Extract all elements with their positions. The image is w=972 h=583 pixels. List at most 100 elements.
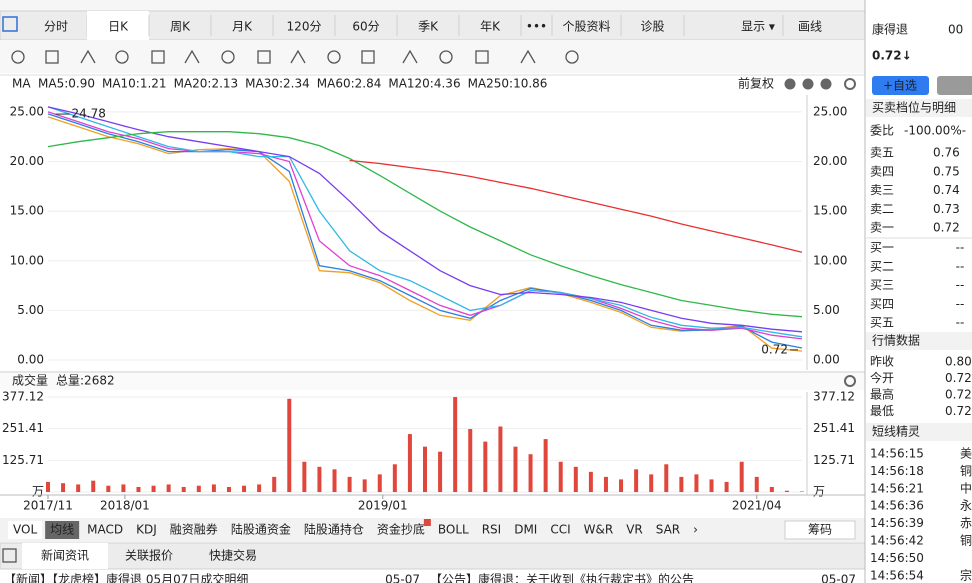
tool-icon[interactable] (80, 49, 96, 64)
book-price: 0.73 (933, 202, 960, 216)
indicator-tab[interactable]: BOLL (438, 523, 469, 537)
chips-button[interactable] (784, 520, 856, 540)
tab[interactable]: 日K (108, 20, 129, 34)
volume-bar (211, 484, 216, 492)
chips-button-label[interactable]: 筹码 (808, 523, 832, 537)
volume-bar (483, 441, 488, 492)
section-title: 短线精灵 (872, 425, 920, 439)
indicator-tab[interactable]: RSI (482, 523, 502, 537)
tool-icon[interactable] (327, 50, 341, 64)
market-value: 0.72 (945, 371, 972, 385)
book-label: 买二 (870, 259, 894, 273)
settings-icon[interactable] (844, 375, 856, 387)
indicator-tab[interactable]: VR (626, 523, 643, 537)
news-headline[interactable]: 【新闻】【龙虎榜】康得退 05月07日成交明细 (4, 572, 248, 583)
tab[interactable]: 诊股 (640, 20, 664, 34)
book-label: 买四 (870, 297, 894, 311)
tab[interactable]: 120分 (287, 20, 322, 34)
x-tick-label: 2019/01 (358, 499, 408, 513)
indicator-tab[interactable]: MACD (87, 523, 123, 537)
volume-bar (377, 474, 382, 492)
legend-entry: MA5:0.90 (38, 77, 95, 91)
top-strip (0, 0, 865, 11)
indicator-tab[interactable]: DMI (514, 523, 537, 537)
zoom-button[interactable] (820, 78, 832, 90)
bottom-tab[interactable]: 关联报价 (125, 548, 173, 563)
sprite-event: 宗 (960, 567, 972, 582)
sprite-time: 14:56:54 (870, 568, 924, 582)
indicator-tab[interactable]: 资金抄底 (377, 522, 425, 537)
tool-icon[interactable] (520, 49, 536, 64)
volume-bar (136, 486, 141, 492)
y-tick-label: 5.00 (17, 303, 44, 317)
tab[interactable]: 季K (418, 20, 439, 34)
y-tick-label: 125.71 (2, 453, 44, 467)
book-price: 0.74 (933, 183, 960, 197)
tool-icon[interactable] (402, 49, 418, 64)
volume-bar (121, 484, 126, 492)
add-button[interactable] (872, 76, 929, 95)
indicator-tab[interactable]: 陆股通持仓 (304, 522, 364, 537)
tool-icon[interactable] (11, 50, 25, 64)
volume-bar (573, 466, 578, 492)
tab[interactable]: 个股资料 (562, 20, 610, 34)
zoom-button[interactable] (802, 78, 814, 90)
more-button[interactable] (937, 76, 972, 95)
tool-icon[interactable] (290, 49, 306, 64)
tab[interactable]: 画线 (798, 20, 822, 34)
y-tick-label: 15.00 (813, 204, 847, 218)
legend-entry: MA120:4.36 (388, 77, 460, 91)
tool-icon[interactable] (565, 50, 579, 64)
settings-icon[interactable] (844, 78, 856, 90)
indicator-tab[interactable]: SAR (656, 523, 680, 537)
tool-icon[interactable] (151, 50, 165, 64)
indicator-tab[interactable]: 陆股通资金 (231, 522, 291, 537)
bottom-tab[interactable]: 快捷交易 (209, 548, 257, 563)
tool-icon[interactable] (45, 50, 59, 64)
tab[interactable]: 周K (170, 20, 191, 34)
tab[interactable]: 月K (232, 20, 253, 34)
tool-icon[interactable] (361, 50, 375, 64)
y-tick-label: 25.00 (813, 104, 847, 118)
volume-bar (287, 398, 292, 492)
y-tick-label: 万 (32, 485, 44, 499)
book-price: 0.72 (933, 221, 960, 235)
volume-bar (181, 486, 186, 492)
zoom-button[interactable] (784, 78, 796, 90)
news-headline[interactable]: 【公告】康得退：关于收到《执行裁定书》的公告 (430, 572, 694, 583)
tool-icon[interactable] (115, 50, 129, 64)
tab[interactable]: 分时 (44, 20, 68, 34)
tool-icon[interactable] (221, 50, 235, 64)
volume-bar (754, 476, 759, 492)
sprite-time: 14:56:15 (870, 447, 924, 461)
tool-icon[interactable] (257, 50, 271, 64)
indicator-tab[interactable]: KDJ (136, 523, 157, 537)
indicator-tab[interactable]: 均线 (50, 523, 74, 537)
adjust-select[interactable]: 前复权 (738, 76, 774, 91)
book-label: 卖三 (870, 183, 894, 197)
indicator-tab[interactable]: W&R (584, 523, 614, 537)
sprite-event: 赤 (960, 516, 972, 530)
indicator-tab[interactable]: 融资融券 (170, 522, 218, 537)
volume-bar (543, 439, 548, 492)
tab[interactable]: 显示 ▾ (741, 20, 775, 34)
book-price: 0.76 (933, 146, 960, 160)
add-button-label[interactable]: +自选 (883, 79, 917, 93)
tool-icon[interactable] (475, 50, 489, 64)
volume-bar (423, 446, 427, 492)
sprite-time: 14:56:50 (870, 551, 924, 565)
tab[interactable]: ••• (526, 20, 547, 34)
bottom-tab[interactable]: 新闻资讯 (41, 548, 89, 563)
book-price: -- (956, 241, 965, 255)
indicator-tab[interactable]: › (693, 523, 698, 537)
tab[interactable]: 年K (480, 20, 501, 34)
market-label: 最低 (870, 404, 894, 418)
book-label: 买三 (870, 278, 894, 292)
tab[interactable]: 60分 (352, 20, 379, 34)
tool-icon[interactable] (439, 50, 453, 64)
tool-icon[interactable] (184, 49, 200, 64)
indicator-tab[interactable]: VOL (13, 523, 37, 537)
volume-bar (739, 461, 744, 492)
indicator-tab[interactable]: CCI (550, 523, 570, 537)
